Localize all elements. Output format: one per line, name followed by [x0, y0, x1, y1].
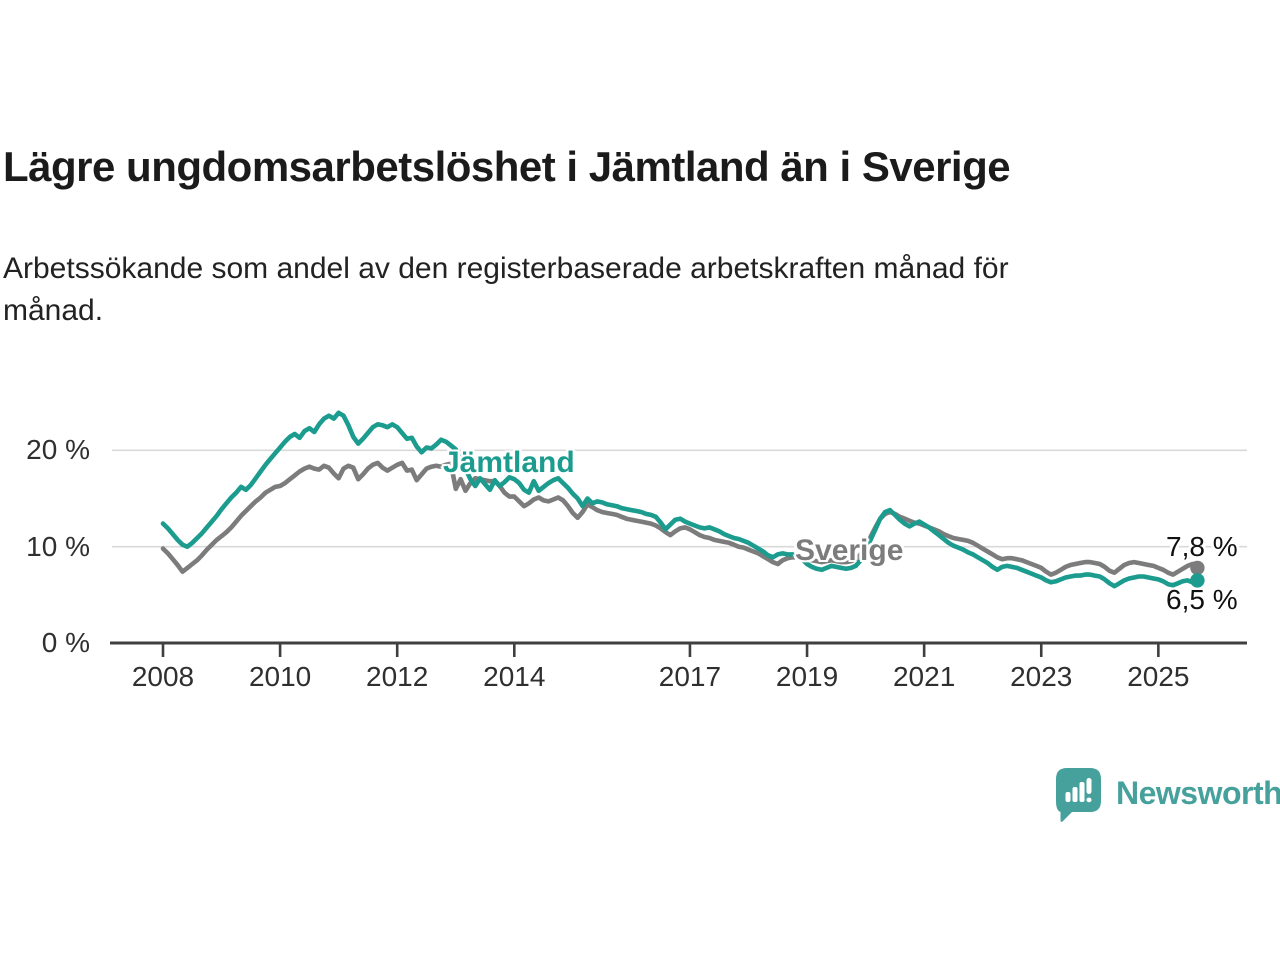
series-label-jamtland: Jämtland [443, 446, 575, 479]
x-axis-tick-label: 2019 [775, 661, 839, 692]
x-axis-tick-label: 2017 [658, 661, 722, 692]
y-axis-tick-label: 10 % [26, 530, 90, 562]
x-axis-tick-label: 2014 [483, 661, 546, 692]
series-line-sverige [160, 460, 1200, 577]
newsworthy-logo: Newsworthy [1056, 768, 1280, 830]
x-axis-tick-label: 2012 [366, 661, 429, 692]
x-axis-tick-label: 2010 [248, 661, 312, 692]
x-axis-tick-label: 2021 [892, 661, 956, 692]
end-value-label-jamtland: 6,5 % [1166, 584, 1238, 615]
chart-title: Lägre ungdomsarbetslöshet i Jämtland än … [3, 143, 1011, 190]
y-axis-tick-label: 20 % [26, 434, 90, 466]
newsworthy-logo-icon [1056, 768, 1101, 822]
x-axis-tick-label: 2023 [1010, 661, 1073, 692]
newsworthy-logo-text: Newsworthy [1116, 775, 1280, 811]
y-axis-tick-label: 0 % [41, 627, 90, 658]
x-axis-tick-label: 2008 [131, 661, 195, 692]
series-line-jämtland [160, 410, 1200, 589]
end-value-label-sverige: 7,8 % [1166, 531, 1238, 562]
series-end-dot-sverige [1190, 560, 1205, 576]
series-label-sverige: Sverige [795, 534, 904, 567]
x-axis-tick-label: 2025 [1127, 661, 1190, 692]
chart-subtitle: Arbetssökande som andel av den registerb… [3, 252, 1009, 327]
